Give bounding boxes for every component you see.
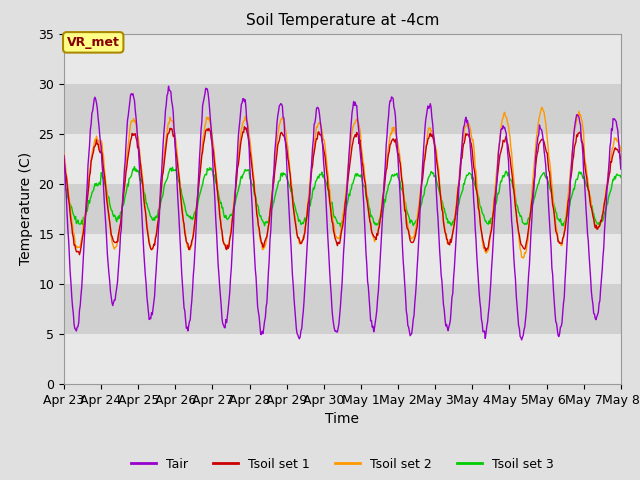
Bar <box>64 184 621 234</box>
Text: VR_met: VR_met <box>67 36 120 49</box>
Bar <box>64 284 621 334</box>
Legend: Tair, Tsoil set 1, Tsoil set 2, Tsoil set 3: Tair, Tsoil set 1, Tsoil set 2, Tsoil se… <box>126 453 559 476</box>
Y-axis label: Temperature (C): Temperature (C) <box>19 152 33 265</box>
Bar <box>64 134 621 184</box>
X-axis label: Time: Time <box>325 412 360 426</box>
Title: Soil Temperature at -4cm: Soil Temperature at -4cm <box>246 13 439 28</box>
Bar <box>64 34 621 84</box>
Bar <box>64 234 621 284</box>
Bar <box>64 334 621 384</box>
Bar <box>64 84 621 134</box>
